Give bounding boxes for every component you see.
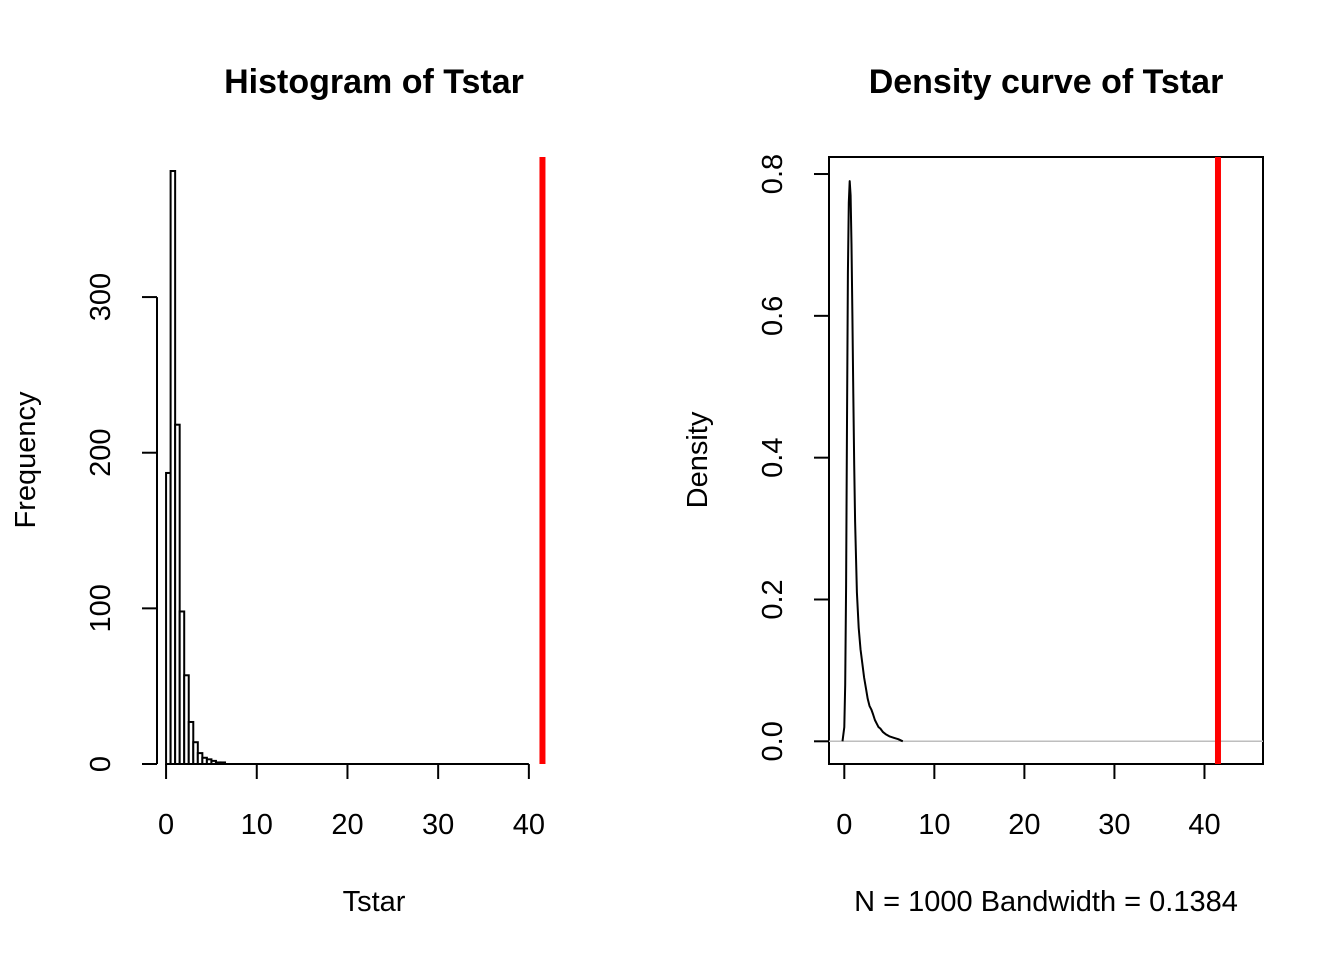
histogram-x-tick-label: 30: [422, 809, 454, 841]
density-x-tick-label: 20: [1008, 809, 1040, 841]
histogram-bar: [219, 761, 227, 766]
histogram-x-tick-label: 10: [241, 809, 273, 841]
density-x-tick-label: 10: [918, 809, 950, 841]
histogram-title: Histogram of Tstar: [224, 63, 524, 101]
histogram-x-axis-label: Tstar: [343, 886, 406, 918]
histogram-y-tick-label: 0: [85, 756, 117, 772]
histogram-x-tick-label: 40: [513, 809, 545, 841]
histogram-bar: [183, 674, 190, 765]
density-y-tick-label: 0.8: [757, 154, 789, 194]
density-x-axis-label: N = 1000 Bandwidth = 0.1384: [854, 886, 1238, 918]
density-x-tick-label: 40: [1188, 809, 1220, 841]
histogram-x-tick-label: 20: [331, 809, 363, 841]
histogram-panel: Histogram of Tstar Tstar Frequency 0 10 20…: [10, 63, 546, 918]
histogram-y-tick-label: 200: [85, 429, 117, 477]
histogram-y-tick-label: 100: [85, 584, 117, 632]
density-panel: Density curve of Tstar N = 1000 Bandwidt…: [682, 63, 1264, 918]
density-y-axis-label: Density: [682, 411, 714, 508]
histogram-y-tick-label: 300: [85, 273, 117, 321]
density-y-tick-label: 0.0: [757, 721, 789, 761]
density-x-tick-label: 0: [836, 809, 852, 841]
density-y-tick-label: 0.4: [757, 437, 789, 477]
density-curve: [841, 180, 904, 743]
density-x-tick-label: 30: [1098, 809, 1130, 841]
histogram-x-tick-label: 0: [158, 809, 174, 841]
histogram-y-axis-label: Frequency: [10, 391, 42, 529]
density-plot-box: [828, 156, 1264, 765]
density-title: Density curve of Tstar: [869, 63, 1224, 101]
histogram-bar: [174, 423, 181, 765]
density-y-tick-label: 0.2: [757, 579, 789, 619]
density-y-tick-label: 0.6: [757, 296, 789, 336]
